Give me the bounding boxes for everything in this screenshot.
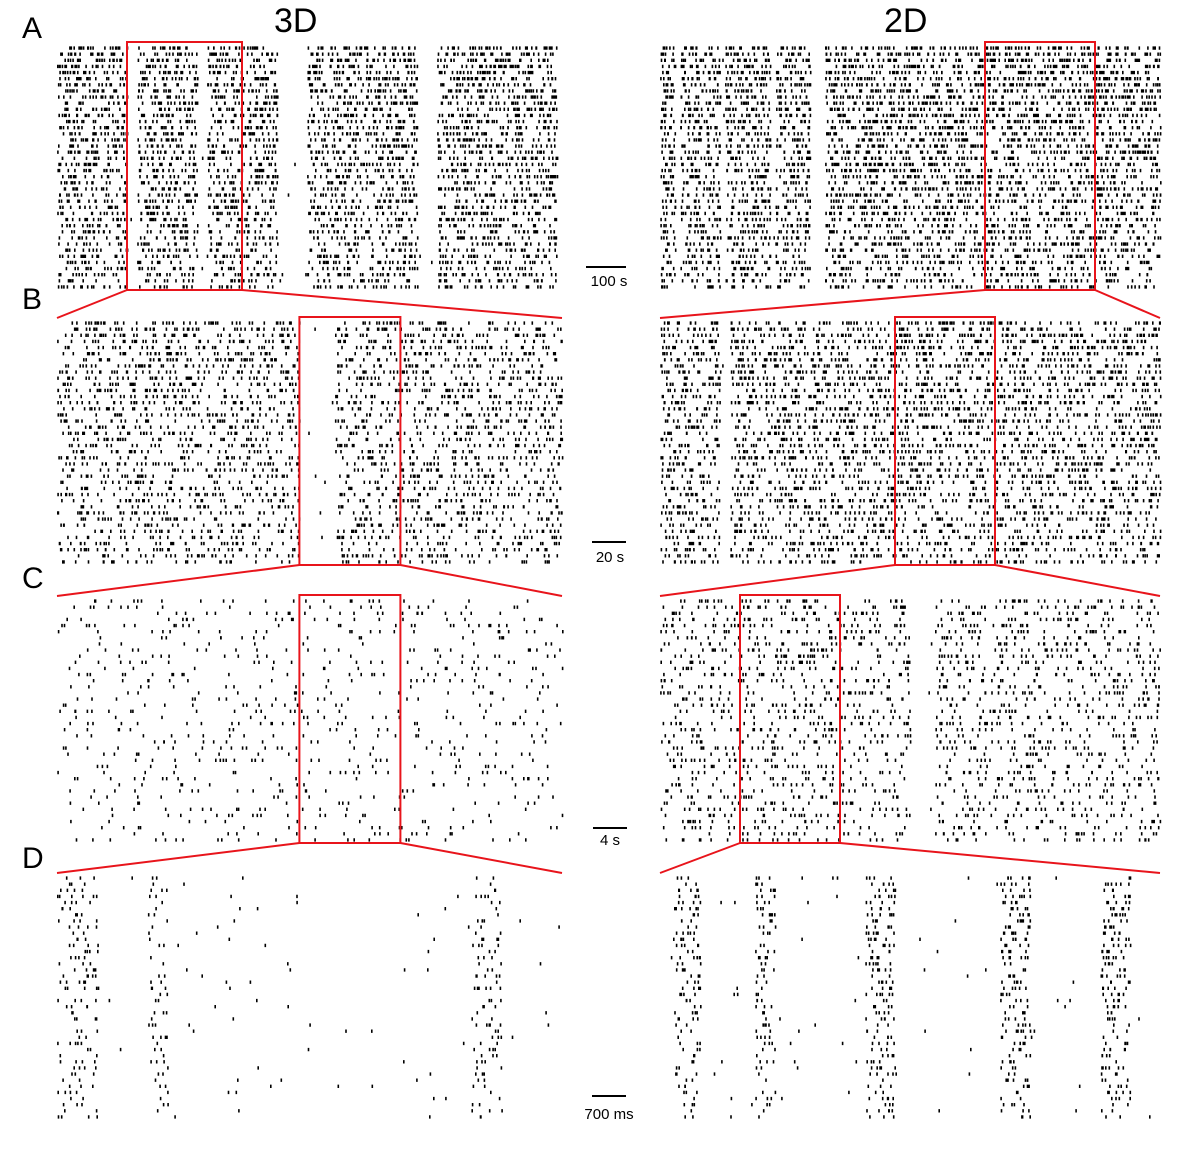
panel-letter-d: D xyxy=(22,842,44,875)
raster-panel-3d-b xyxy=(56,316,564,597)
zoom-connector-left xyxy=(659,842,741,874)
zoom-connector-right xyxy=(994,564,1161,597)
zoom-connector-right xyxy=(1094,289,1161,319)
zoom-connector-left xyxy=(56,289,128,319)
zoom-connector-left xyxy=(56,564,300,597)
zoom-connector-left xyxy=(659,289,986,319)
zoom-box xyxy=(126,41,243,291)
zoom-box xyxy=(298,594,402,844)
panel-letter-a: A xyxy=(22,12,43,45)
scale-label-d: 700 ms xyxy=(584,1106,634,1123)
raster-panel-3d-d xyxy=(57,876,560,1119)
scale-bar-a xyxy=(586,266,626,268)
panel-letter-c: C xyxy=(22,562,44,595)
panel-letter-b: B xyxy=(22,283,43,316)
raster-panel-2d-c xyxy=(659,594,1162,874)
zoom-box xyxy=(298,316,402,566)
zoom-box xyxy=(984,41,1096,291)
raster-panel-3d-a xyxy=(56,41,563,319)
spike-dots xyxy=(57,876,560,1119)
column-title-2d: 2D xyxy=(884,2,928,40)
spike-dots xyxy=(57,599,564,842)
spike-dots xyxy=(670,876,1151,1119)
zoom-box xyxy=(739,594,841,844)
scale-bar-c xyxy=(593,827,627,829)
spike-dots xyxy=(660,46,1162,289)
scale-label-a: 100 s xyxy=(590,273,628,290)
spike-dots xyxy=(57,46,559,289)
zoom-box xyxy=(894,316,996,566)
zoom-connector-left xyxy=(659,564,896,597)
raster-panel-2d-b xyxy=(659,316,1162,597)
spike-dots xyxy=(660,599,1162,842)
scale-label-b: 20 s xyxy=(595,549,625,566)
raster-panel-2d-d xyxy=(670,876,1151,1119)
raster-panel-3d-c xyxy=(56,594,564,874)
zoom-connector-right xyxy=(241,289,563,319)
raster-panel-2d-a xyxy=(659,41,1162,319)
column-title-3d: 3D xyxy=(274,2,318,40)
spike-dots xyxy=(57,321,564,564)
scale-bar-b xyxy=(592,541,626,543)
spike-dots xyxy=(660,321,1162,564)
scale-label-c: 4 s xyxy=(599,832,620,849)
scale-bar-d xyxy=(592,1095,626,1097)
zoom-connector-right xyxy=(400,564,563,597)
zoom-connector-right xyxy=(400,842,563,874)
zoom-connector-right xyxy=(839,842,1161,874)
zoom-connector-left xyxy=(56,842,300,874)
